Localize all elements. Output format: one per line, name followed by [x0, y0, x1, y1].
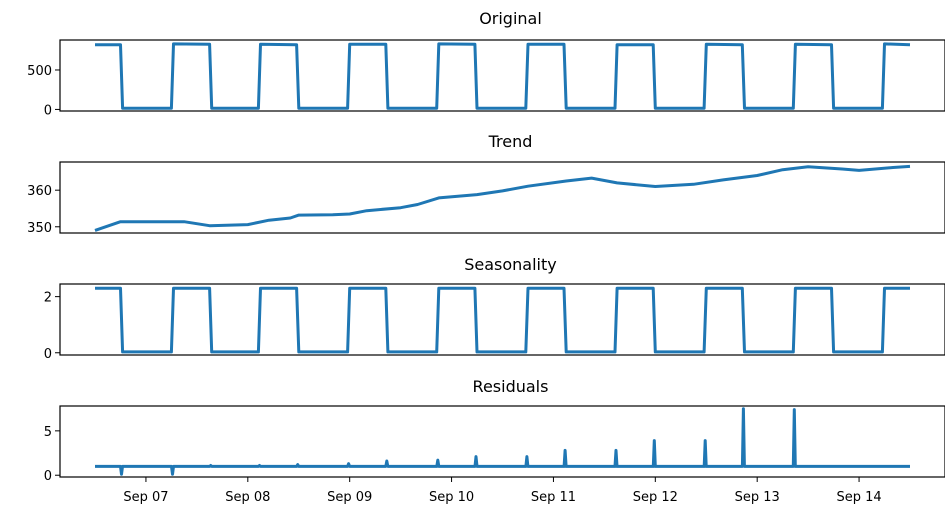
x-tick-label: Sep 11	[531, 490, 576, 505]
x-tick-label: Sep 12	[633, 490, 678, 505]
panel-title: Original	[479, 9, 542, 28]
x-tick-label: Sep 13	[735, 490, 780, 505]
y-tick-label: 5	[44, 425, 52, 440]
x-tick-label: Sep 08	[225, 490, 270, 505]
y-tick-label: 500	[27, 64, 52, 79]
y-tick-label: 350	[27, 221, 52, 236]
series-line-trend	[94, 164, 911, 232]
y-tick-label: 360	[27, 184, 52, 199]
panel-frame	[59, 405, 945, 478]
series-line-original	[95, 42, 911, 110]
panel-frame	[59, 39, 945, 112]
series-line-residuals	[95, 407, 910, 476]
panel-title: Seasonality	[464, 255, 557, 274]
y-tick-label: 0	[44, 469, 52, 484]
series-line-seasonality	[95, 286, 910, 354]
panel-frame	[59, 283, 945, 356]
y-tick-label: 0	[44, 347, 52, 362]
y-tick-label: 0	[44, 103, 52, 118]
x-tick-label: Sep 10	[429, 490, 474, 505]
x-tick-label: Sep 14	[836, 490, 881, 505]
panel-frame	[59, 161, 945, 234]
panel-title: Trend	[488, 132, 533, 151]
x-tick-label: Sep 07	[123, 490, 168, 505]
y-tick-label: 2	[44, 291, 52, 306]
panel-title: Residuals	[473, 377, 549, 396]
x-tick-label: Sep 09	[327, 490, 372, 505]
